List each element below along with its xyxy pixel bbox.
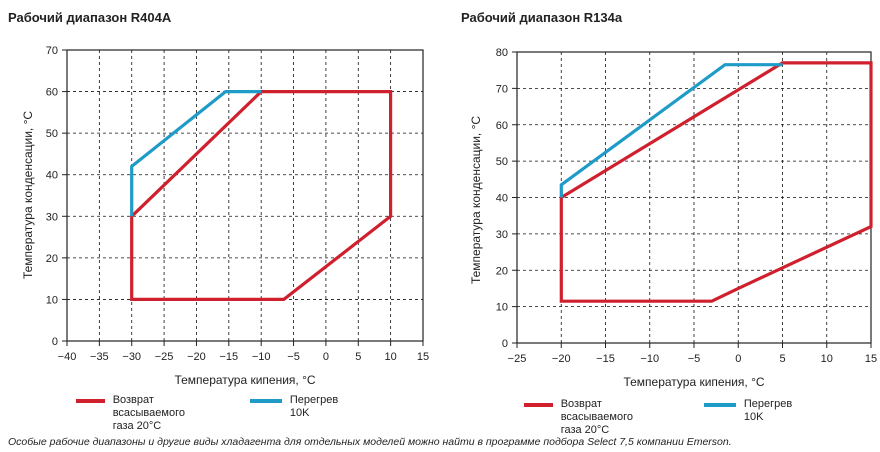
legend-item-superheat: Перегрев 10K — [250, 394, 346, 420]
legend-label: Перегрев 10K — [289, 394, 339, 419]
y-tick-label: 50 — [46, 128, 58, 140]
footnote: Особые рабочие диапазоны и другие виды х… — [8, 436, 732, 448]
x-tick-label: −10 — [640, 353, 659, 365]
legend-swatch-red — [524, 403, 553, 407]
y-tick-label: 10 — [496, 302, 508, 314]
x-tick-label: 5 — [779, 353, 785, 365]
x-tick-label: −20 — [552, 353, 571, 365]
legend-item-suction-return: Возврат всасываемого газа 20°C — [76, 394, 196, 433]
x-tick-label: 15 — [865, 353, 877, 365]
y-tick-label: 70 — [496, 83, 508, 95]
x-tick-label: 10 — [385, 351, 397, 363]
legend-item-suction-return: Возврат всасываемого газа 20°C — [524, 398, 644, 437]
x-tick-label: 10 — [821, 353, 833, 365]
y-tick-label: 0 — [52, 336, 58, 348]
y-tick-label: 60 — [46, 87, 58, 99]
chart-title: Рабочий диапазон R134a — [461, 10, 623, 25]
y-tick-label: 20 — [496, 265, 508, 277]
y-tick-label: 30 — [496, 229, 508, 241]
chart-title: Рабочий диапазон R404A — [8, 10, 172, 25]
grid — [67, 49, 424, 341]
x-tick-label: −40 — [58, 351, 77, 363]
chart-r404a-plot: −40 −35 −30 −25 −20 −15 −10 −5 0 5 10 15 0 10 20 30 40 50… — [21, 45, 429, 387]
y-tick-label: 10 — [46, 294, 58, 306]
chart-r404a: Рабочий диапазон R404A −40 −35 −30 −25 −20 −1… — [0, 0, 440, 432]
x-axis-label: Температура кипения, °C — [623, 375, 764, 389]
x-tick-label: 5 — [355, 351, 361, 363]
plot-frame — [66, 49, 424, 342]
y-tick-label: 40 — [46, 170, 58, 182]
x-tick-label: 0 — [323, 351, 329, 363]
series-superheat — [559, 63, 783, 198]
y-tick-label: 80 — [496, 47, 508, 59]
y-tick-label: 20 — [46, 253, 58, 265]
x-tick-label: −35 — [90, 351, 109, 363]
legend-label: Перегрев 10K — [743, 398, 793, 423]
x-axis-label: Температура кипения, °C — [174, 373, 315, 387]
x-tick-label: 0 — [735, 353, 741, 365]
legend-item-superheat: Перегрев 10K — [704, 398, 800, 424]
x-tick-label: −25 — [508, 353, 527, 365]
series-suction-return — [559, 61, 873, 303]
x-tick-label: −30 — [122, 351, 141, 363]
y-tick-label: 70 — [46, 45, 58, 57]
legend-label: Возврат всасываемого газа 20°C — [112, 394, 185, 432]
y-tick-label: 40 — [496, 193, 508, 205]
x-tick-label: −10 — [252, 351, 271, 363]
x-tick-label: −5 — [287, 351, 300, 363]
x-tick-label: −15 — [219, 351, 238, 363]
chart-r134a-plot: −25 −20 −15 −10 −5 0 5 10 15 0 10 20 30 40 50 60 70 80 Тем… — [469, 47, 877, 389]
y-tick-label: 60 — [496, 120, 508, 132]
x-tick-label: −5 — [688, 353, 701, 365]
series-superheat — [130, 89, 262, 217]
legend-swatch-blue — [704, 403, 736, 407]
legend-swatch-blue — [250, 399, 282, 403]
grid — [517, 51, 872, 343]
x-tick-label: −15 — [596, 353, 615, 365]
y-axis-label: Температура конденсации, °C — [21, 111, 35, 279]
y-tick-label: 30 — [46, 211, 58, 223]
y-tick-label: 50 — [496, 156, 508, 168]
x-tick-label: −20 — [187, 351, 206, 363]
x-tick-label: 15 — [417, 351, 429, 363]
y-tick-label: 0 — [502, 338, 508, 350]
x-tick-label: −25 — [155, 351, 174, 363]
chart-r134a: Рабочий диапазон R134a −25 −20 −15 −10 −5 0 5 1… — [440, 0, 880, 436]
legend-label: Возврат всасываемого газа 20°C — [560, 398, 633, 436]
y-axis-label: Температура конденсации, °C — [469, 116, 483, 284]
legend-swatch-red — [76, 399, 105, 403]
